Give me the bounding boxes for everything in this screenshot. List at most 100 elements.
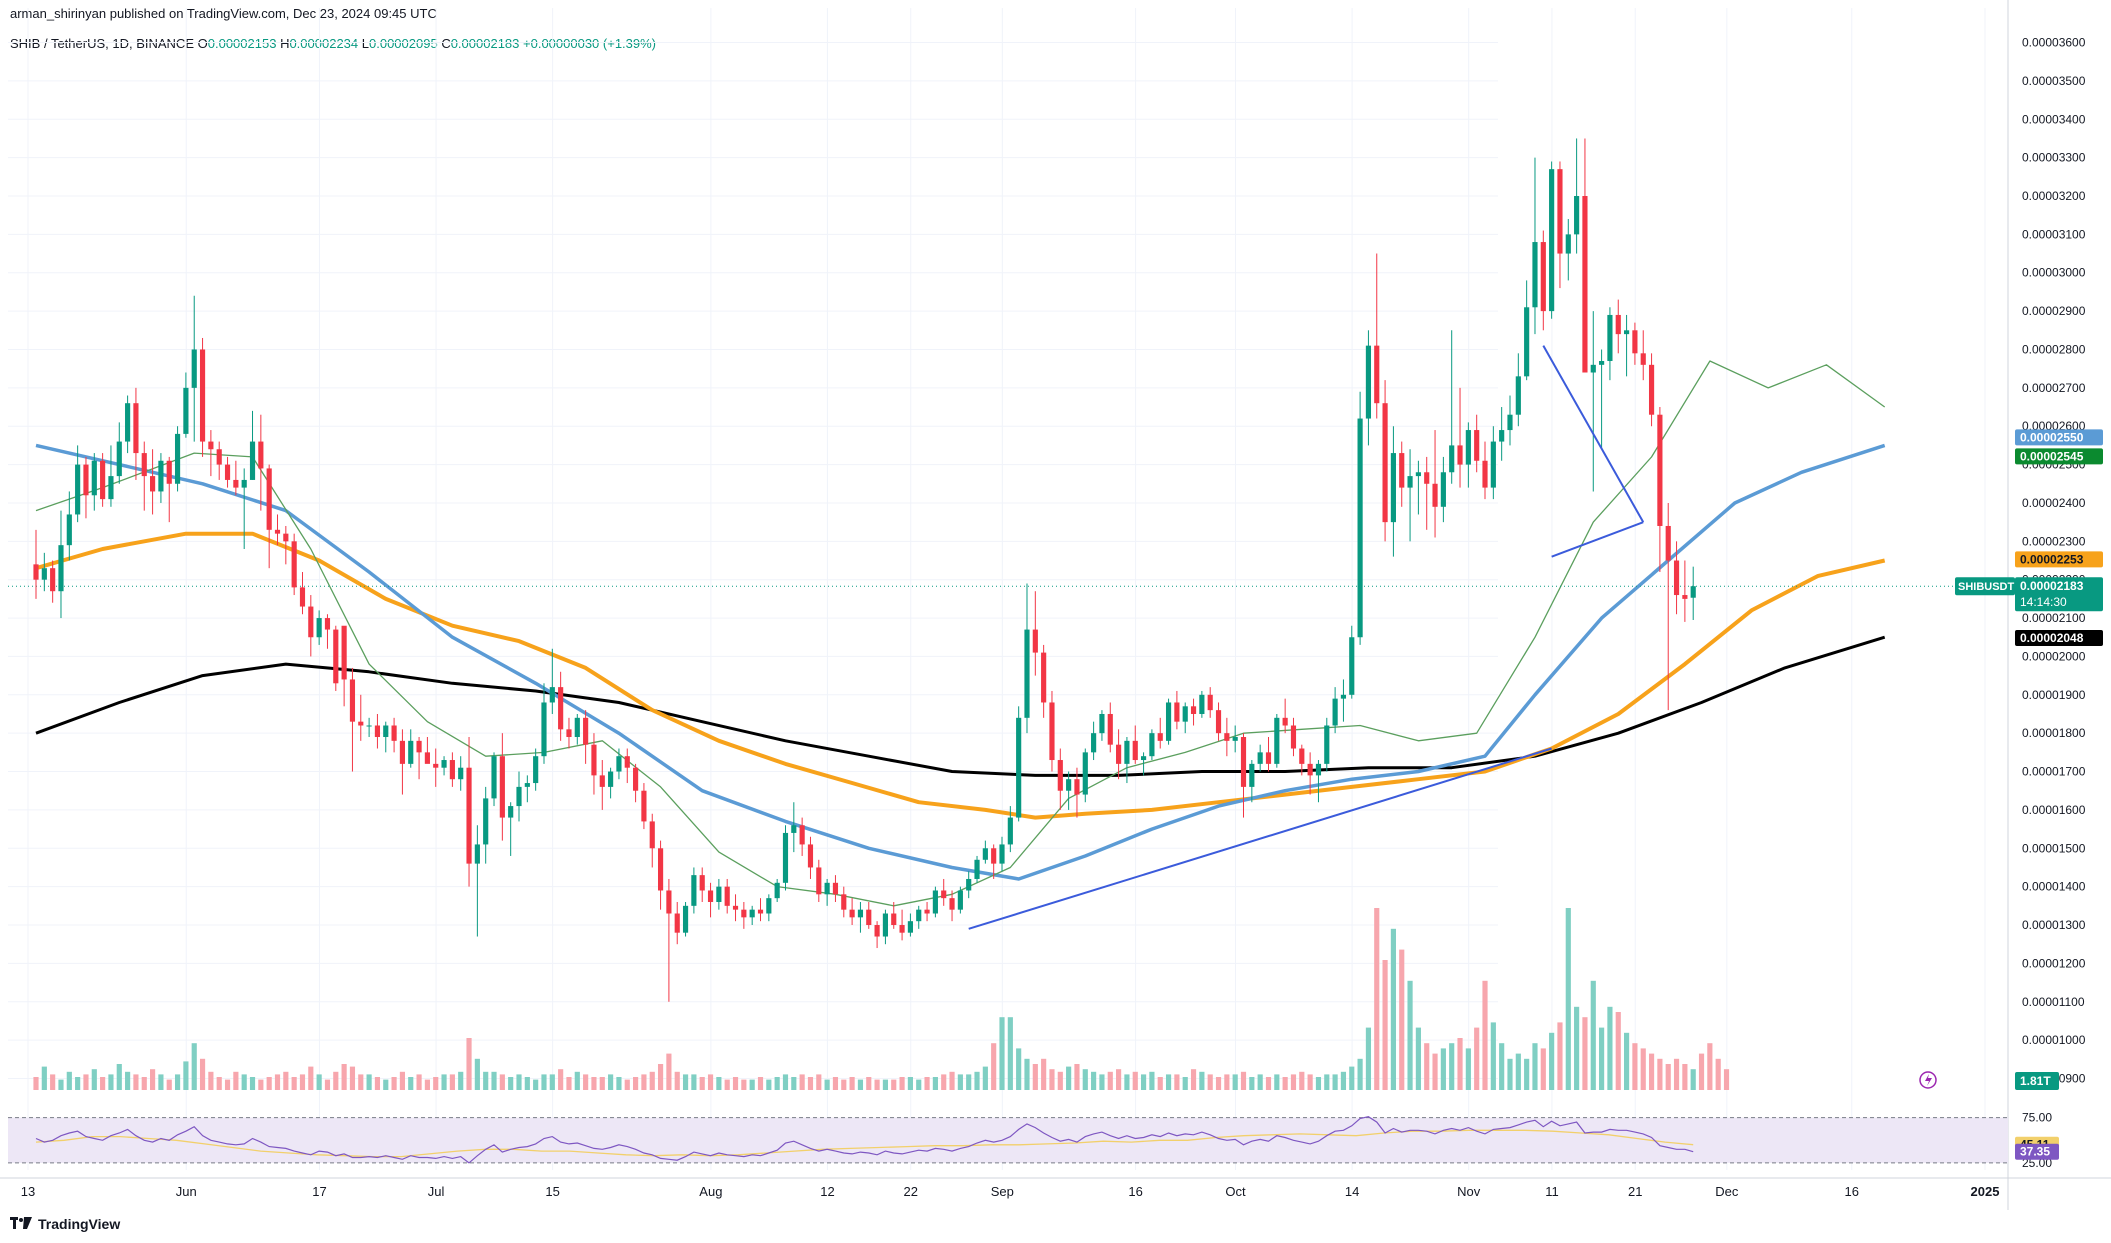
candle[interactable] bbox=[1224, 717, 1230, 757]
candle[interactable] bbox=[341, 625, 347, 707]
candle[interactable] bbox=[1524, 280, 1530, 381]
candle[interactable] bbox=[1582, 138, 1588, 373]
candle[interactable] bbox=[1457, 387, 1463, 488]
candle[interactable] bbox=[274, 514, 281, 546]
candle[interactable] bbox=[1324, 717, 1330, 772]
candle[interactable] bbox=[1099, 710, 1105, 741]
candle[interactable] bbox=[474, 825, 480, 937]
candle[interactable] bbox=[1424, 456, 1430, 530]
candle[interactable] bbox=[1315, 760, 1322, 803]
candle[interactable] bbox=[1607, 307, 1613, 381]
candle[interactable] bbox=[1007, 806, 1013, 853]
candle[interactable] bbox=[374, 713, 381, 749]
candle[interactable] bbox=[1190, 698, 1197, 726]
candle[interactable] bbox=[974, 855, 980, 883]
candle[interactable] bbox=[1365, 330, 1372, 446]
candle[interactable] bbox=[1249, 760, 1255, 803]
candle[interactable] bbox=[1615, 299, 1621, 354]
candle[interactable] bbox=[1640, 330, 1646, 381]
candle[interactable] bbox=[1515, 353, 1521, 427]
candle[interactable] bbox=[782, 825, 789, 891]
candle[interactable] bbox=[916, 905, 922, 929]
candle[interactable] bbox=[1682, 560, 1688, 622]
candle[interactable] bbox=[1415, 460, 1421, 515]
candle[interactable] bbox=[241, 468, 247, 549]
candle[interactable] bbox=[1540, 230, 1546, 331]
candle[interactable] bbox=[199, 337, 206, 457]
time-axis[interactable]: 13 Jun 17 Jul 15 Aug 12 22 Sep 16 Oct 14 Nov 11 21 Dec 1… bbox=[21, 1184, 2000, 1199]
candle[interactable] bbox=[191, 295, 197, 442]
candle[interactable] bbox=[1290, 717, 1297, 757]
candle[interactable] bbox=[283, 525, 289, 565]
candle[interactable] bbox=[866, 901, 872, 929]
candle[interactable] bbox=[774, 878, 780, 902]
candle[interactable] bbox=[899, 909, 905, 941]
candle[interactable] bbox=[1107, 702, 1113, 753]
candle[interactable] bbox=[1257, 744, 1263, 772]
candle[interactable] bbox=[682, 901, 689, 937]
candle[interactable] bbox=[599, 760, 605, 810]
candle[interactable] bbox=[957, 886, 963, 914]
candle[interactable] bbox=[674, 901, 680, 945]
candle[interactable] bbox=[524, 775, 530, 803]
candle[interactable] bbox=[1282, 698, 1288, 734]
candle[interactable] bbox=[924, 901, 930, 922]
candle[interactable] bbox=[266, 464, 272, 569]
candle[interactable] bbox=[516, 771, 522, 822]
candle[interactable] bbox=[258, 414, 264, 511]
tradingview-logo[interactable]: TradingView bbox=[10, 1216, 120, 1232]
candle[interactable] bbox=[1199, 690, 1205, 718]
candle[interactable] bbox=[1299, 744, 1305, 776]
candle[interactable] bbox=[1340, 679, 1347, 722]
candle[interactable] bbox=[216, 441, 222, 480]
candle[interactable] bbox=[1274, 713, 1280, 768]
candle[interactable] bbox=[982, 840, 988, 864]
candle[interactable] bbox=[1499, 407, 1505, 461]
candle[interactable] bbox=[291, 533, 297, 596]
candle[interactable] bbox=[608, 767, 614, 799]
candle[interactable] bbox=[1382, 380, 1388, 542]
candle[interactable] bbox=[1265, 737, 1272, 772]
candle[interactable] bbox=[449, 752, 455, 787]
candle[interactable] bbox=[299, 572, 306, 615]
candle[interactable] bbox=[366, 717, 372, 738]
candle[interactable] bbox=[458, 756, 464, 791]
candle[interactable] bbox=[1565, 219, 1571, 281]
candle[interactable] bbox=[1474, 414, 1480, 473]
candle[interactable] bbox=[183, 372, 189, 438]
candle[interactable] bbox=[566, 717, 572, 749]
candle[interactable] bbox=[116, 422, 122, 484]
candle[interactable] bbox=[1182, 702, 1188, 734]
candle[interactable] bbox=[882, 909, 889, 945]
candle[interactable] bbox=[558, 671, 564, 741]
candle[interactable] bbox=[1332, 687, 1338, 734]
candle[interactable] bbox=[333, 625, 339, 691]
candle[interactable] bbox=[583, 710, 589, 764]
candle[interactable] bbox=[616, 748, 622, 780]
candle[interactable] bbox=[1082, 748, 1088, 803]
candle[interactable] bbox=[491, 752, 497, 807]
candle[interactable] bbox=[1349, 625, 1355, 699]
candle[interactable] bbox=[1374, 253, 1380, 419]
candles[interactable] bbox=[33, 138, 1696, 1002]
candle[interactable] bbox=[807, 836, 814, 879]
candle[interactable] bbox=[50, 560, 56, 603]
candle[interactable] bbox=[1149, 729, 1155, 761]
candle[interactable] bbox=[358, 694, 364, 741]
candle[interactable] bbox=[941, 878, 947, 906]
candle[interactable] bbox=[1590, 311, 1596, 492]
candle[interactable] bbox=[1132, 725, 1138, 764]
candle[interactable] bbox=[1465, 422, 1471, 488]
candle[interactable] bbox=[316, 610, 322, 645]
candle[interactable] bbox=[541, 683, 547, 764]
candle[interactable] bbox=[999, 836, 1005, 872]
candle[interactable] bbox=[1074, 767, 1080, 818]
candle[interactable] bbox=[857, 901, 864, 933]
candle[interactable] bbox=[508, 802, 514, 856]
candle[interactable] bbox=[1399, 441, 1405, 507]
candle[interactable] bbox=[891, 901, 897, 929]
candle[interactable] bbox=[108, 445, 114, 507]
candle[interactable] bbox=[549, 648, 555, 714]
candle[interactable] bbox=[1066, 771, 1072, 810]
